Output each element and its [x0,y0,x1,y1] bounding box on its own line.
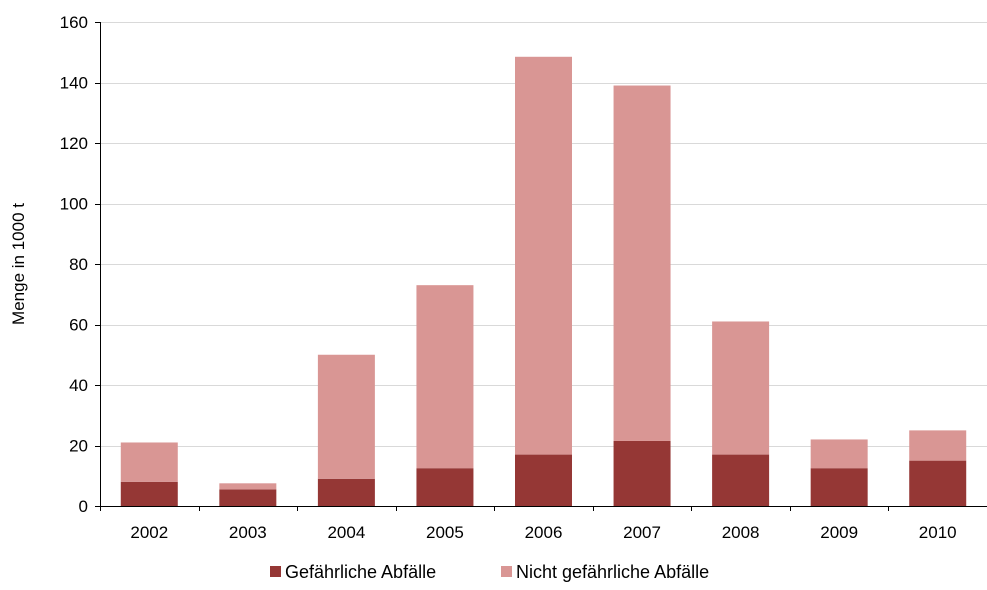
bar-nicht-gefaehrlich-2008 [712,321,770,455]
y-tick-label: 80 [69,255,88,274]
bar-gefaehrlich-2009 [810,468,868,506]
axes [95,22,987,511]
y-tick-label: 20 [69,437,88,456]
y-axis-label: Menge in 1000 t [9,203,28,325]
bar-gefaehrlich-2007 [613,440,671,506]
bar-gefaehrlich-2010 [909,460,967,506]
bar-nicht-gefaehrlich-2004 [317,354,375,479]
bar-gefaehrlich-2005 [416,468,474,506]
x-tick-label: 2007 [623,523,661,542]
legend-label: Nicht gefährliche Abfälle [516,562,709,582]
y-tick-label: 100 [60,195,88,214]
bar-gefaehrlich-2002 [120,481,178,506]
x-tick-label: 2010 [919,523,957,542]
bar-gefaehrlich-2004 [317,478,375,506]
legend: Gefährliche Abfälle Nicht gefährliche Abf… [270,562,709,582]
x-tick-label: 2002 [130,523,168,542]
x-tick-label: 2003 [229,523,267,542]
y-tick-label: 60 [69,316,88,335]
legend-label: Gefährliche Abfälle [285,562,436,582]
y-tick-label: 40 [69,376,88,395]
x-tick-label: 2008 [722,523,760,542]
bar-gefaehrlich-2003 [219,489,277,506]
x-tick-label: 2005 [426,523,464,542]
bars [120,56,967,506]
bar-nicht-gefaehrlich-2003 [219,483,277,490]
y-tick-label: 140 [60,74,88,93]
bar-nicht-gefaehrlich-2006 [515,56,572,455]
x-tick-label: 2006 [525,523,563,542]
bar-gefaehrlich-2006 [515,454,572,506]
bar-nicht-gefaehrlich-2007 [613,85,671,441]
x-tick-labels: 2002 2003 2004 2005 2006 2007 2008 2009 2010 [130,523,956,542]
x-tick-label: 2004 [327,523,365,542]
y-tick-label: 0 [79,497,88,516]
bar-nicht-gefaehrlich-2002 [120,442,178,482]
y-tick-labels: 0 20 40 60 80 100 120 140 160 [60,13,88,516]
legend-swatch [501,566,512,577]
legend-swatch [270,566,281,577]
y-tick-label: 120 [60,134,88,153]
bar-nicht-gefaehrlich-2010 [909,430,967,461]
bar-nicht-gefaehrlich-2005 [416,285,474,469]
bar-gefaehrlich-2008 [712,454,770,506]
bar-nicht-gefaehrlich-2009 [810,439,868,469]
x-tick-label: 2009 [820,523,858,542]
y-tick-label: 160 [60,13,88,32]
